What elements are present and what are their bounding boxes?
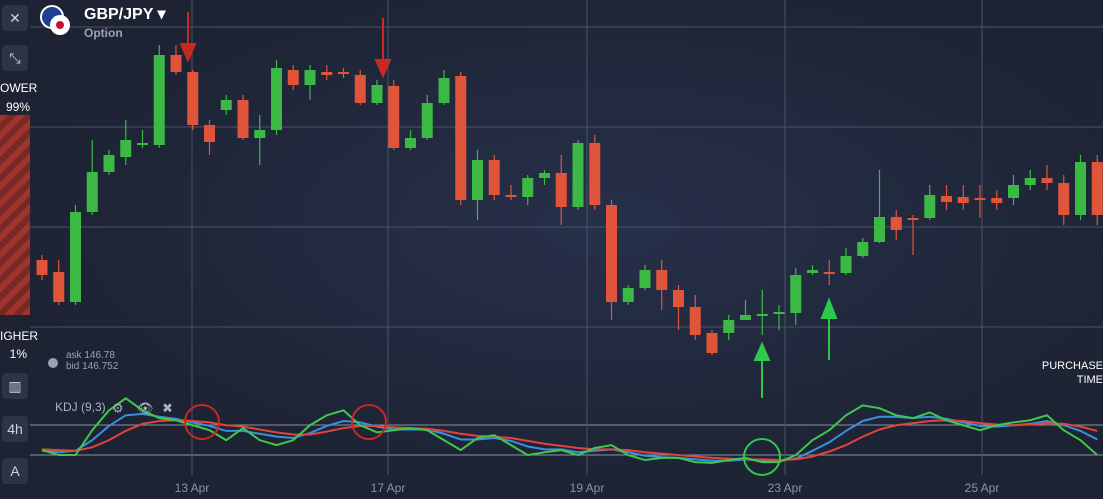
x-axis-label: 19 Apr <box>570 481 605 495</box>
candle-body <box>321 72 333 75</box>
chart-type-button[interactable]: ▥ <box>2 373 28 399</box>
candle-body <box>103 155 115 172</box>
indicator-line <box>41 397 1098 464</box>
candle-body <box>371 85 383 103</box>
candle-body <box>254 130 266 138</box>
pair-name: GBP/JPY <box>84 6 154 23</box>
timeframe-button[interactable]: 4h <box>2 416 28 442</box>
candle-body <box>170 55 182 72</box>
power-label: POWER <box>0 81 38 95</box>
candle-body <box>421 103 433 138</box>
candle-body <box>86 172 98 212</box>
candle-body <box>673 290 684 307</box>
candle-body <box>472 160 483 200</box>
candle-body <box>405 138 416 148</box>
candle-body <box>1058 183 1070 215</box>
candle-body <box>706 333 718 353</box>
candle-body <box>220 100 232 110</box>
candle-body <box>840 256 852 273</box>
remove-icon[interactable]: ✖ <box>162 400 173 415</box>
x-axis-label: 25 Apr <box>965 481 1000 495</box>
candle-body <box>773 312 785 314</box>
visibility-icon[interactable]: 👁 <box>137 400 154 415</box>
candle-body <box>656 270 668 290</box>
pair-subtitle: Option <box>84 26 123 40</box>
candle-body <box>1041 178 1053 183</box>
candle-body <box>354 75 366 103</box>
candle-body <box>388 86 400 148</box>
candle-body <box>137 143 148 145</box>
power-value: 99% <box>5 100 30 114</box>
candle-body <box>857 242 869 256</box>
candle-body <box>271 68 282 130</box>
candle-body <box>874 217 885 242</box>
candle-body <box>890 217 902 230</box>
candle-body <box>120 140 132 157</box>
candle-body <box>1024 178 1036 185</box>
candle-body <box>1075 162 1086 215</box>
candle-body <box>187 72 199 125</box>
purchase-line2: TIME <box>1076 374 1103 386</box>
ask: ask 146.78 <box>66 350 115 361</box>
x-axis-label: 17 Apr <box>371 481 406 495</box>
candle-body <box>53 272 65 302</box>
annotations <box>179 12 838 476</box>
candle-body <box>287 70 299 85</box>
x-axis-label: 13 Apr <box>175 481 210 495</box>
candle-body <box>957 197 969 203</box>
candle-body <box>153 55 165 145</box>
candle-body <box>1091 162 1103 215</box>
purchase-line1: PURCHASE <box>1041 360 1103 372</box>
candle-body <box>237 100 249 138</box>
settings-icon[interactable]: ⚙ <box>112 400 124 415</box>
higher-label: HIGHER <box>0 329 38 343</box>
candle-body <box>723 320 735 333</box>
higher-value: 1% <box>9 347 27 361</box>
candle-body <box>36 260 48 275</box>
candle-body <box>455 76 467 200</box>
quote: ask 146.78 bid 146.752 <box>48 350 118 372</box>
candle-body <box>622 288 634 302</box>
grid <box>30 0 1103 475</box>
candle-body <box>807 270 818 273</box>
candle-body <box>539 173 550 178</box>
drawing-button[interactable]: A <box>2 458 28 484</box>
collapse-button[interactable]: ⤡ <box>2 45 28 71</box>
candle-body <box>572 143 584 207</box>
candle-body <box>740 315 751 320</box>
candle-body <box>589 143 601 205</box>
candle-body <box>1008 185 1019 198</box>
candle-body <box>438 78 450 103</box>
purchase-time: PURCHASE TIME <box>1040 359 1103 387</box>
candle-body <box>505 195 517 197</box>
candle-body <box>555 173 567 207</box>
power-bar <box>0 115 30 315</box>
indicator-line <box>41 419 1098 462</box>
candle-body <box>338 72 349 74</box>
candle-body <box>522 178 534 197</box>
candle-body <box>70 212 81 302</box>
candle-body <box>924 195 936 218</box>
candle-body <box>823 272 835 274</box>
pair-title[interactable]: GBP/JPY ▾ <box>84 6 166 23</box>
candle-body <box>488 160 500 195</box>
candle-body <box>689 307 701 335</box>
x-axis-label: 23 Apr <box>768 481 803 495</box>
candle-body <box>304 70 316 85</box>
indicator-label: KDJ (9,3) <box>55 400 106 414</box>
candle-body <box>974 198 986 200</box>
candle-body <box>790 275 802 313</box>
close-button[interactable]: ✕ <box>2 5 28 31</box>
candle-body <box>639 270 651 288</box>
candle-body <box>606 205 617 302</box>
bid: bid 146.752 <box>66 361 119 372</box>
candle-body <box>991 198 1003 203</box>
candle-body <box>907 218 919 220</box>
pair-flags <box>40 5 74 39</box>
candle-body <box>204 125 215 142</box>
candle-body <box>756 314 768 316</box>
candle-body <box>941 196 952 202</box>
